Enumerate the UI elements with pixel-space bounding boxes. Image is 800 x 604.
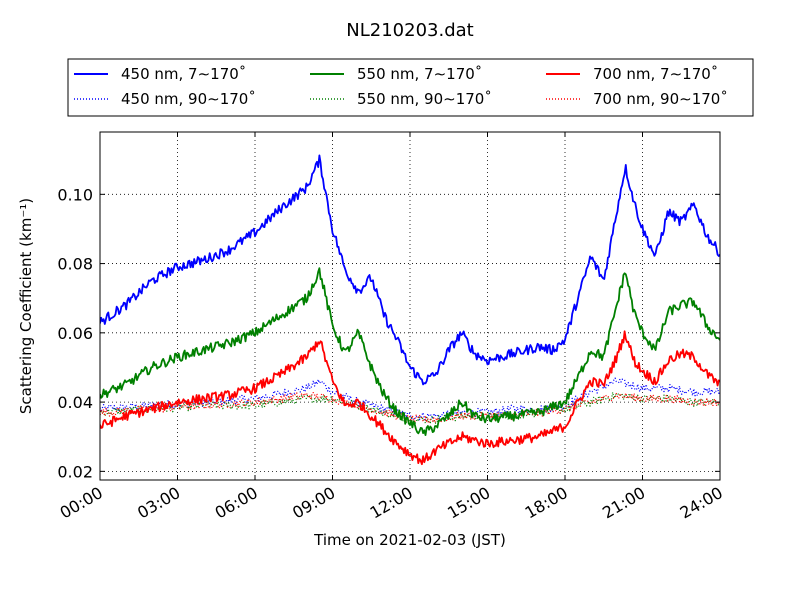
y-axis-label: Scattering Coefficient (km⁻¹) (17, 198, 35, 414)
x-axis-label: Time on 2021-02-03 (JST) (313, 531, 506, 549)
legend-label-0: 450 nm, 7∼170˚ (121, 65, 246, 83)
y-tick-label: 0.08 (57, 255, 93, 274)
legend-label-5: 700 nm, 90∼170˚ (593, 90, 728, 108)
legend-box (67, 58, 754, 117)
legend: 450 nm, 7∼170˚ 550 nm, 7∼170˚ 700 nm, 7∼17… (67, 58, 754, 117)
legend-label-4: 700 nm, 7∼170˚ (593, 65, 718, 83)
legend-label-3: 550 nm, 90∼170˚ (357, 90, 492, 108)
legend-label-2: 550 nm, 7∼170˚ (357, 65, 482, 83)
series-line-2 (100, 267, 720, 436)
chart-title: NL210203.dat (346, 20, 473, 41)
y-tick-label: 0.10 (57, 185, 93, 204)
y-axis: 0.02 0.04 0.06 0.08 0.10 (57, 185, 720, 481)
legend-label-1: 450 nm, 90∼170˚ (121, 90, 256, 108)
y-tick-label: 0.06 (57, 324, 93, 343)
series-line-4 (100, 330, 720, 466)
series-line-0 (100, 154, 720, 386)
series-layer (100, 154, 720, 466)
grid-lines (100, 132, 720, 480)
y-tick-label: 0.02 (57, 462, 93, 481)
y-tick-label: 0.04 (57, 393, 93, 412)
